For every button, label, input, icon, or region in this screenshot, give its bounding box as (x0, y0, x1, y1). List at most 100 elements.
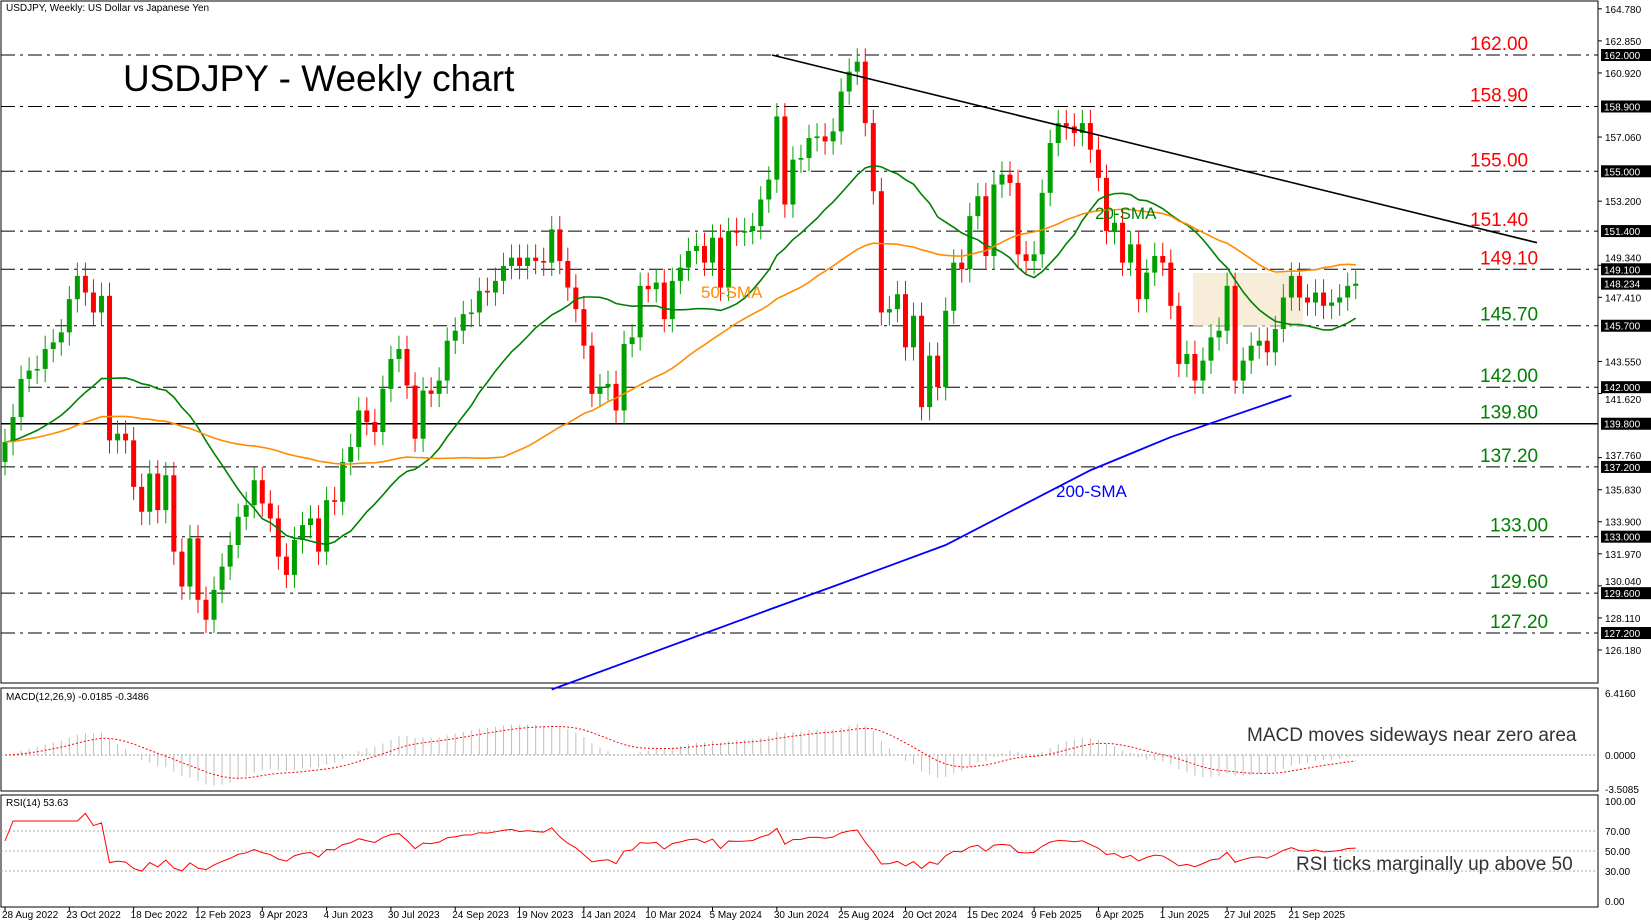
candle-body (34, 368, 40, 371)
candle-body (364, 410, 370, 423)
candle-body (147, 473, 153, 512)
candle-body (243, 505, 249, 517)
level-label: 149.10 (1480, 248, 1538, 269)
sma20-label: 20-SMA (1095, 204, 1157, 223)
candle-body (1007, 174, 1013, 183)
candle-body (991, 184, 997, 256)
candle-body (123, 433, 129, 441)
x-tick-label: 5 May 2024 (710, 910, 763, 921)
candle-body (1184, 353, 1190, 364)
candle-body (267, 503, 273, 519)
candle-body (171, 475, 177, 552)
candle-body (838, 91, 844, 132)
candle-body (1112, 222, 1118, 232)
candle-body (404, 348, 410, 386)
candle-body (1264, 340, 1270, 353)
sma200-label: 200-SMA (1056, 482, 1127, 501)
candle-body (975, 196, 981, 217)
candle-body (58, 332, 64, 343)
axis-price-tag (1601, 225, 1651, 238)
axis-price-tag (1601, 460, 1651, 473)
candle-body (1272, 329, 1278, 353)
candle-body (846, 71, 852, 92)
candle-body (902, 294, 908, 348)
level-label: 155.00 (1470, 150, 1528, 171)
candle-body (878, 191, 884, 313)
candle-body (1192, 353, 1198, 381)
axis-price-tag-label: 137.200 (1604, 463, 1641, 474)
candle-body (251, 480, 257, 506)
candle-body (983, 196, 989, 256)
axis-price-tag (1601, 165, 1651, 178)
x-tick-label: 10 Mar 2024 (645, 910, 702, 921)
level-label: 158.90 (1470, 85, 1528, 106)
candle-body (790, 159, 796, 205)
level-label: 162.00 (1470, 34, 1528, 55)
axis-price-tag-label: 139.800 (1604, 420, 1641, 431)
candle-body (718, 237, 724, 288)
axis-price-tag-label: 158.900 (1604, 102, 1641, 113)
candle-body (139, 486, 145, 512)
candle-body (1224, 285, 1230, 331)
candle-body (549, 229, 555, 263)
candle-body (444, 340, 450, 381)
axis-price-tag-label: 155.000 (1604, 167, 1641, 178)
candle-body (870, 123, 876, 192)
candle-body (275, 518, 281, 557)
candle-body (1168, 262, 1174, 306)
candle-body (1200, 360, 1206, 381)
candle-body (1152, 255, 1158, 273)
candle-body (605, 383, 611, 388)
x-tick-label: 9 Feb 2025 (1031, 910, 1082, 921)
candle-body (806, 138, 812, 158)
y-tick-label: 157.060 (1605, 133, 1642, 144)
sma50-line (4, 208, 1356, 465)
axis-price-tag (1601, 381, 1651, 394)
candle-body (1353, 283, 1359, 286)
candle-body (2, 442, 8, 462)
candle-body (388, 358, 394, 389)
candle-body (10, 417, 16, 443)
trendline (771, 54, 1538, 244)
level-label: 145.70 (1480, 305, 1538, 326)
candle-body (90, 292, 96, 313)
candle-body (436, 380, 442, 394)
axis-price-tag (1601, 49, 1651, 61)
candle-body (1087, 123, 1093, 150)
x-tick-label: 12 Feb 2023 (195, 910, 252, 921)
level-label: 142.00 (1480, 366, 1538, 387)
candle-body (500, 265, 506, 281)
candle-body (1136, 244, 1142, 300)
candle-body (830, 131, 836, 142)
candle-body (1313, 292, 1319, 303)
x-tick-label: 30 Jul 2023 (388, 910, 440, 921)
y-tick-label: 133.900 (1605, 518, 1642, 529)
rsi-note: RSI ticks marginally up above 50 (1296, 854, 1573, 875)
candle-body (211, 589, 217, 620)
candle-body (219, 566, 225, 590)
level-label: 139.80 (1480, 403, 1538, 424)
candle-body (637, 285, 643, 338)
x-tick-label: 1 Jun 2025 (1160, 910, 1210, 921)
candle-body (911, 315, 917, 348)
candle-body (862, 61, 868, 124)
candle-body (1296, 275, 1302, 298)
candle-body (163, 475, 169, 511)
y-tick-label: 126.180 (1605, 646, 1642, 657)
candle-body (332, 500, 338, 502)
candle-body (348, 446, 354, 462)
candle-body (1280, 297, 1286, 330)
candle-body (1103, 177, 1109, 232)
y-tick-label: 137.760 (1605, 451, 1642, 462)
candle-body (967, 216, 973, 270)
candle-body (742, 231, 748, 233)
candle-body (1128, 244, 1134, 263)
candle-body (935, 355, 941, 388)
candle-body (308, 518, 314, 526)
candle-body (1055, 123, 1061, 144)
sma20-line (4, 164, 1357, 546)
candle-body (798, 157, 804, 160)
candle-body (18, 378, 24, 418)
x-tick-label: 30 Jun 2024 (774, 910, 829, 921)
